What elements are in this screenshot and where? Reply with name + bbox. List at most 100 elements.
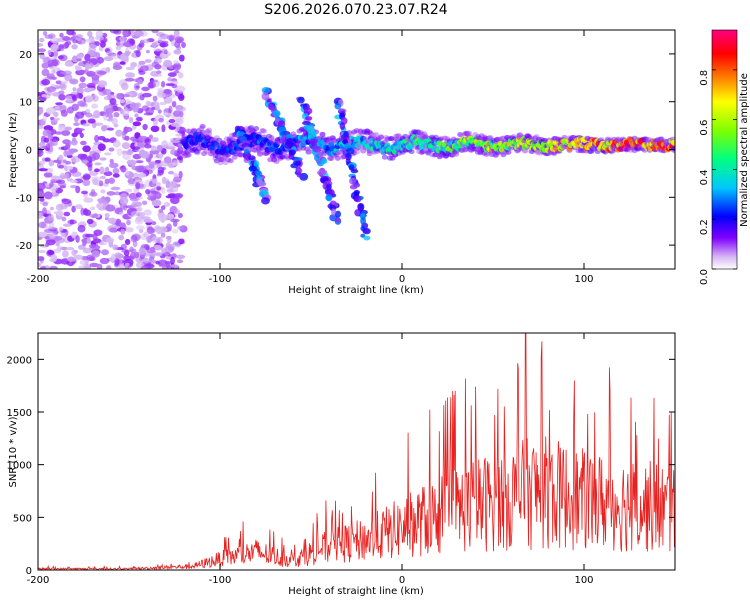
snr-ytick-label: 1500 [7,408,32,419]
spectrogram-cell [82,247,92,254]
spectrogram-cell [116,40,121,46]
spectrogram-cell [82,179,91,187]
spectrogram-cell [87,31,93,37]
spectrogram-cell [163,156,172,164]
spectrogram-cell [45,226,54,230]
spectrogram-cell [122,30,132,37]
spectrogram-cell [166,188,174,193]
spectrogram-cell [143,209,152,216]
spectrogram-cell [165,235,172,240]
spectrogram-cell [163,112,169,116]
spectrogram-cell [145,100,151,107]
spectrogram-cell [148,164,155,169]
spectrogram-cell [143,218,153,223]
spectrogram-cell [167,77,172,82]
spectrogram-cell [670,139,675,146]
spectrogram-cell [121,142,131,150]
spectrogram-cell [170,218,180,223]
spectrogram-cell [109,98,117,105]
spectrogram-cell [138,70,146,75]
spectrogram-cell [176,254,186,259]
spectrogram-cell [117,265,126,269]
snr-xtick-label: -200 [27,575,50,586]
spectrogram-cell [144,143,152,149]
spectrogram-cell [170,122,179,127]
spectrogram-cell [160,205,166,211]
spectrogram-cell [70,139,78,146]
spectrogram-cell [154,104,160,111]
spectrogram-cell [54,131,63,135]
snr-xtick-label: -100 [209,575,232,586]
spectrogram-cell [138,228,144,234]
spectrogram-cell [91,144,98,152]
spectrogram-cell [56,210,64,216]
spectrogram-cell [167,170,175,175]
spectrogram-cell [334,102,342,110]
spectrogram-cell [178,238,185,245]
spectrogram-cell [296,172,302,178]
spectrogram-cell [48,265,58,269]
spectrogram-cell [112,167,120,174]
spectrogram-cell [156,92,167,99]
spectrogram-cell [103,56,114,62]
spectrogram-cell [55,242,60,247]
spectrogram-cell [151,137,159,142]
spectrogram-cell [170,149,178,156]
spectrogram-cell [104,217,109,221]
spectrogram-cell [144,138,150,143]
spectrogram-cell [81,159,89,164]
spectrogram-cell [57,182,67,187]
spectrogram-cell [157,259,168,267]
spectrogram-cell [43,183,51,188]
spectrogram-cell [38,48,46,53]
spectrogram-cell [57,104,67,110]
spectrogram-cell [176,37,183,44]
spectrogram-cell [50,254,58,262]
spectrogram-xtick-label: 0 [399,274,405,285]
spectrogram-cell [81,123,91,127]
spectrogram-cell [141,200,148,205]
spectrogram-cell [97,143,106,151]
spectrogram-cell [159,42,169,48]
spectrogram-cell [135,181,141,190]
spectrogram-cell [142,92,152,98]
spectrogram-cell [66,154,73,159]
spectrogram-cell [295,161,302,166]
spectrogram-cell [177,72,184,79]
spectrogram-cell [45,239,56,246]
spectrogram-cell [172,64,180,69]
spectrogram-cell [130,61,138,68]
spectrogram-cell [112,244,119,251]
spectrogram-cell [131,200,138,205]
spectrogram-cell [158,209,164,213]
spectrogram-cell [154,245,163,251]
spectrogram-cell [143,231,150,238]
spectrogram-cell [82,145,91,153]
spectrogram-cell [96,263,103,269]
spectrogram-cell [89,262,99,268]
spectrogram-cell [135,165,145,173]
spectrogram-cell [102,88,112,96]
spectrogram-cell [65,161,72,165]
spectrogram-cell [38,212,42,217]
spectrogram-cell [105,204,116,212]
spectrogram-cell [101,249,109,256]
colorbar-tick-label: 0.4 [699,169,710,185]
spectrogram-cell [561,134,568,140]
spectrogram-cell [128,117,134,123]
spectrogram-cell [77,40,82,45]
spectrogram-cell [80,207,85,216]
spectrogram-cell [125,149,134,155]
spectrogram-cell [173,208,181,215]
spectrogram-cell [89,191,98,197]
spectrogram-cell [70,184,78,189]
spectrogram-cell [150,259,157,264]
spectrogram-cell [135,225,146,230]
spectrogram-cell [100,124,108,132]
spectrogram-cell [43,172,53,178]
spectrogram-cell [50,43,58,52]
spectrogram-cell [106,127,115,131]
spectrogram-cell [97,80,108,88]
spectrogram-cell [142,257,151,263]
